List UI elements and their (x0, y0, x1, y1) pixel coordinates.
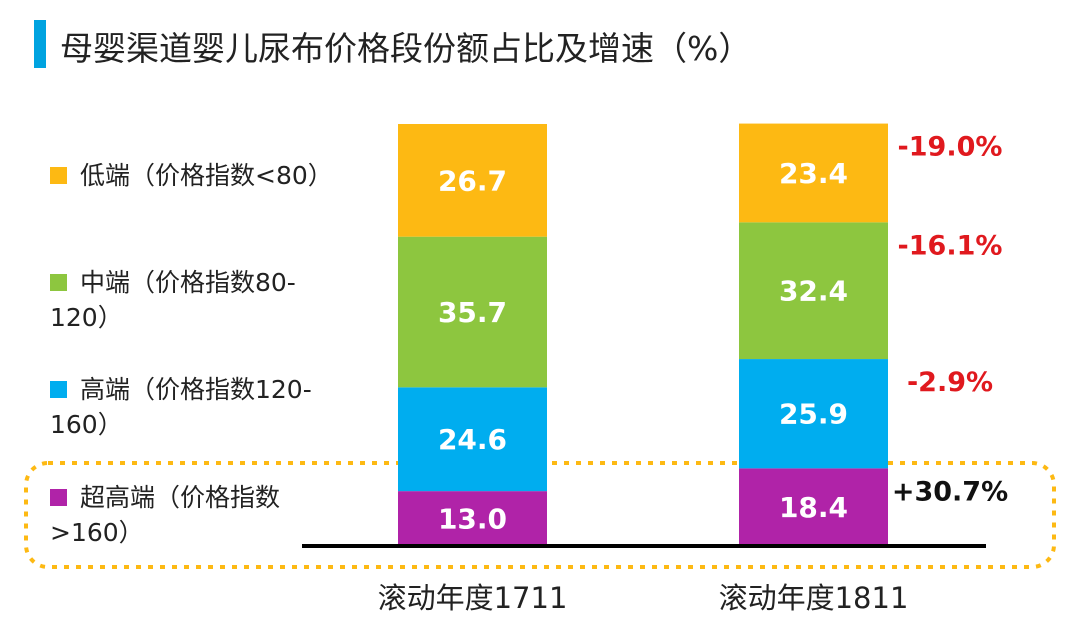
bar-high-2 (739, 359, 888, 469)
category-labels: 滚动年度1711 滚动年度1811 (378, 581, 909, 615)
legend-label-mid-line-2: 120） (50, 303, 123, 332)
value-label-mid-2: 32.4 (779, 275, 848, 308)
value-label-low-2: 23.4 (779, 157, 848, 190)
legend-label-high-line-2: 160） (50, 410, 123, 439)
bars: 13.0 24.6 35.7 26.7 18.4 25.9 32.4 23.4 (398, 123, 888, 546)
value-label-high-1: 24.6 (438, 423, 507, 456)
legend-swatch-high (50, 381, 67, 398)
bar-ultra-high-2 (739, 468, 888, 546)
legend-label-high-line-1: 高端（价格指数120- (80, 375, 312, 404)
value-label-high-2: 25.9 (779, 398, 848, 431)
category-label-1: 滚动年度1711 (378, 581, 568, 615)
legend-label-low-line-1: 低端（价格指数<80） (80, 161, 333, 190)
value-label-mid-1: 35.7 (438, 296, 507, 329)
legend-label-high: 高端（价格指数120- 160） (50, 372, 312, 442)
bar-high-1 (398, 387, 547, 492)
growth-label-high: -2.9% (907, 367, 993, 398)
value-label-low-1: 26.7 (438, 164, 507, 197)
legend-label-ultra-high-line-2: >160） (50, 518, 144, 547)
growth-labels: +30.7% -2.9% -16.1% -19.0% (892, 132, 1008, 508)
growth-label-ultra-high: +30.7% (892, 476, 1008, 507)
category-label-2: 滚动年度1811 (719, 581, 909, 615)
legend-swatch-low (50, 167, 67, 184)
legend-swatch-mid (50, 274, 67, 291)
chart-title: 母婴渠道婴儿尿布价格段份额占比及增速（%） (60, 29, 752, 68)
legend-label-low: 低端（价格指数<80） (80, 158, 333, 193)
growth-label-low: -19.0% (898, 132, 1003, 163)
legend-label-ultra-high-line-1: 超高端（价格指数 (80, 483, 281, 512)
bar-mid-1 (398, 236, 547, 388)
value-label-ultra-high-2: 18.4 (779, 491, 848, 524)
growth-label-mid: -16.1% (898, 230, 1003, 261)
bar-low-2 (739, 123, 888, 223)
bar-low-1 (398, 124, 547, 237)
legend-label-mid-line-1: 中端（价格指数80- (80, 268, 296, 297)
bar-ultra-high-1 (398, 491, 547, 546)
legend-label-ultra-high: 超高端（价格指数 >160） (50, 480, 281, 550)
legend-label-mid: 中端（价格指数80- 120） (50, 265, 296, 335)
bar-mid-2 (739, 222, 888, 360)
legend-swatch-ultra-high (50, 489, 67, 506)
value-label-ultra-high-1: 13.0 (438, 503, 507, 536)
title-accent-bar (34, 20, 46, 68)
